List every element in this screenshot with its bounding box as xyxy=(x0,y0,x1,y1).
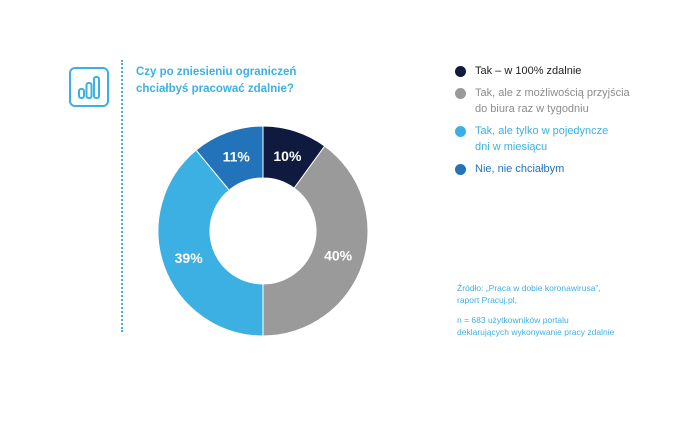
legend-label: Tak, ale z możliwością przyjścia xyxy=(475,87,630,99)
donut-slice-office-weekly xyxy=(262,145,369,337)
legend-item-some-days: Tak, ale tylko w pojedyncze dni w miesią… xyxy=(455,123,655,155)
legend-item-no: Nie, nie chciałbym xyxy=(455,161,655,177)
slice-label-some-days: 39% xyxy=(175,250,204,266)
donut-slice-no xyxy=(195,125,264,191)
source-line-2: raport Pracuj.pl, xyxy=(457,295,517,305)
source-note: Źródło: „Praca w dobie koronawirusa”, ra… xyxy=(457,282,657,338)
slice-label-no: 11% xyxy=(223,149,251,165)
legend-label: Nie, nie chciałbym xyxy=(475,163,565,175)
legend-label: Tak, ale tylko w pojedyncze xyxy=(475,125,609,137)
legend-label: do biura raz w tygodniu xyxy=(475,103,589,115)
legend: Tak – w 100% zdalnie Tak, ale z możliwoś… xyxy=(455,63,655,183)
legend-label: Tak – w 100% zdalnie xyxy=(475,65,582,77)
legend-swatch xyxy=(455,126,466,137)
slice-label-remote-100: 10% xyxy=(273,148,302,164)
legend-swatch xyxy=(455,66,466,77)
question-line-1: Czy po zniesieniu ograniczeń xyxy=(136,66,297,78)
legend-label: dni w miesiącu xyxy=(475,141,548,153)
legend-swatch xyxy=(455,88,466,99)
question-line-2: chciałbyś pracować zdalnie? xyxy=(136,83,294,95)
donut-slice-some-days xyxy=(157,149,264,337)
bar-chart-icon xyxy=(69,67,109,107)
sample-line-2: deklarujących wykonywanie pracy zdalnie xyxy=(457,327,615,337)
dotted-divider xyxy=(121,60,123,332)
slice-label-office-weekly: 40% xyxy=(324,247,353,263)
sample-line-1: n = 683 użytkowników portalu xyxy=(457,315,569,325)
legend-item-office-weekly: Tak, ale z możliwością przyjścia do biur… xyxy=(455,85,655,117)
legend-item-100-remote: Tak – w 100% zdalnie xyxy=(455,63,655,79)
chart-question: Czy po zniesieniu ograniczeń chciałbyś p… xyxy=(136,64,306,98)
source-line-1: Źródło: „Praca w dobie koronawirusa”, xyxy=(457,283,601,293)
legend-swatch xyxy=(455,164,466,175)
